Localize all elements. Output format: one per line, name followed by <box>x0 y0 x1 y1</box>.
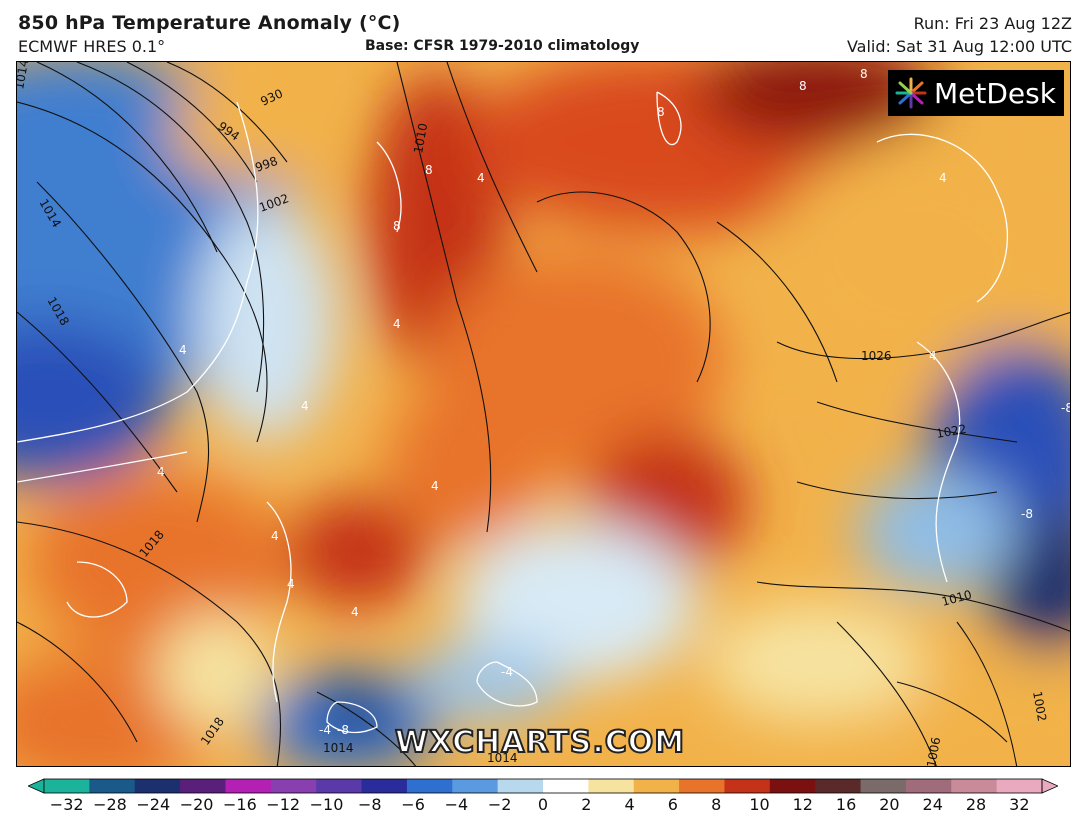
map-panel: 1014 930 994 998 1002 1014 1018 1010 102… <box>16 61 1071 767</box>
isobar-label: 1026 <box>861 349 892 363</box>
colorbar-tick-label: −6 <box>401 795 425 814</box>
colorbar-tick-label: −16 <box>222 795 257 814</box>
colorbar-tick-label: 24 <box>922 795 943 814</box>
isobar-label: 1014 <box>323 741 354 755</box>
colorbar-segment <box>588 779 635 793</box>
colorbar-tick-label: 12 <box>792 795 813 814</box>
colorbar-segment <box>406 779 453 793</box>
colorbar-segment <box>89 779 136 793</box>
run-time-label: Run: Fri 23 Aug 12Z <box>913 14 1072 33</box>
anomaly-label: 4 <box>301 399 309 413</box>
colorbar-tick-label: 28 <box>965 795 987 814</box>
anomaly-label: 8 <box>393 219 401 233</box>
isobar-label: 1014 <box>487 751 518 765</box>
colorbar-segment <box>769 779 816 793</box>
colorbar-segment <box>996 779 1043 793</box>
colorbar-segment <box>543 779 589 793</box>
logo-text: MetDesk <box>934 76 1056 110</box>
colorbar-segment <box>860 779 907 793</box>
colorbar-tick-label: −12 <box>266 795 301 814</box>
anomaly-map: 1014 930 994 998 1002 1014 1018 1010 102… <box>17 62 1071 767</box>
base-climatology-label: Base: CFSR 1979-2010 climatology <box>365 38 640 54</box>
watermark: WXCHARTS.COM <box>394 724 686 761</box>
colorbar-segment <box>452 779 499 793</box>
anomaly-label: 4 <box>477 171 485 185</box>
colorbar-segment <box>134 779 181 793</box>
anomaly-contours <box>17 91 1009 734</box>
anomaly-field <box>17 62 1070 766</box>
colorbar-ticks: −32 −28 −24 −20 −16 −12 −10 −8 −6 −4 −2 0 2 4 6 8 10 12 16… <box>28 795 1058 825</box>
anomaly-label: 8 <box>425 163 433 177</box>
colorbar-tick-label: 32 <box>1009 795 1030 814</box>
colorbar-tick-label: −24 <box>136 795 171 814</box>
colorbar-segment <box>361 779 408 793</box>
colorbar-tick-label: 16 <box>835 795 857 814</box>
colorbar-segment <box>724 779 771 793</box>
colorbar-segment <box>180 779 226 793</box>
colorbar-segment <box>44 779 90 793</box>
colorbar-tick-label: 20 <box>879 795 900 814</box>
isobar-label: 1022 <box>935 422 968 441</box>
colorbar-tick-label: −28 <box>93 795 127 814</box>
anomaly-label: -4 <box>501 665 513 679</box>
colorbar-tick-label: 8 <box>711 795 722 814</box>
anomaly-label: -8 <box>337 723 349 737</box>
colorbar-tick-label: −2 <box>487 795 512 814</box>
colorbar: −32 −28 −24 −20 −16 −12 −10 −8 −6 −4 −2 0 2 4 6 8 10 12 16… <box>27 777 1059 827</box>
isobar-lines <box>17 62 1070 766</box>
anomaly-label: 4 <box>351 605 359 619</box>
colorbar-min-arrow <box>27 778 45 794</box>
anomaly-label: 4 <box>271 529 279 543</box>
anomaly-label: 8 <box>657 105 665 119</box>
colorbar-tick-label: −8 <box>357 795 382 814</box>
anomaly-label-group: 8 8 8 8 8 4 4 4 4 4 4 4 4 4 4 4 -4 -4 -8… <box>157 67 1071 737</box>
anomaly-label: 4 <box>431 479 439 493</box>
anomaly-label: 4 <box>287 577 295 591</box>
colorbar-segment <box>225 779 272 793</box>
colorbar-tick-label: 2 <box>581 795 592 814</box>
anomaly-label: 4 <box>179 343 187 357</box>
anomaly-label: -8 <box>1061 401 1071 415</box>
anomaly-label: -8 <box>1021 507 1033 521</box>
colorbar-segment <box>679 779 725 793</box>
anomaly-label: 4 <box>939 171 947 185</box>
logo-burst-icon <box>895 77 927 109</box>
colorbar-tick-label: 10 <box>749 795 770 814</box>
anomaly-label: 8 <box>799 79 807 93</box>
colorbar-segment <box>633 779 680 793</box>
colorbar-tick-label: 4 <box>624 795 635 814</box>
isobar-label: 1010 <box>411 122 430 155</box>
isobar-label: 1002 <box>1030 690 1049 723</box>
model-label: ECMWF HRES 0.1° <box>18 37 166 56</box>
anomaly-label: 4 <box>157 465 165 479</box>
valid-time-label: Valid: Sat 31 Aug 12:00 UTC <box>846 37 1072 56</box>
colorbar-tick-label: −32 <box>49 795 84 814</box>
map-title: 850 hPa Temperature Anomaly (°C) <box>18 12 401 34</box>
colorbar-outline <box>43 778 1043 794</box>
colorbar-segment <box>905 779 952 793</box>
colorbar-tick-label: 6 <box>667 795 678 814</box>
colorbar-scale <box>27 778 1059 794</box>
colorbar-segment <box>270 779 317 793</box>
metdesk-logo: MetDesk <box>888 70 1064 116</box>
colorbar-tick-label: −20 <box>179 795 214 814</box>
colorbar-segment <box>951 779 998 793</box>
anomaly-label: 8 <box>860 67 868 81</box>
colorbar-tick-label: −4 <box>444 795 469 814</box>
colorbar-tick-label: 0 <box>537 795 549 814</box>
isobar-label: 1006 <box>924 736 943 767</box>
anomaly-label: -4 <box>319 723 331 737</box>
colorbar-tick-label: −10 <box>309 795 344 814</box>
colorbar-segment <box>815 779 862 793</box>
anomaly-label: 4 <box>393 317 401 331</box>
colorbar-segment <box>316 779 363 793</box>
anomaly-label: 4 <box>929 349 937 363</box>
colorbar-max-arrow <box>1041 778 1059 794</box>
colorbar-segment <box>497 779 544 793</box>
